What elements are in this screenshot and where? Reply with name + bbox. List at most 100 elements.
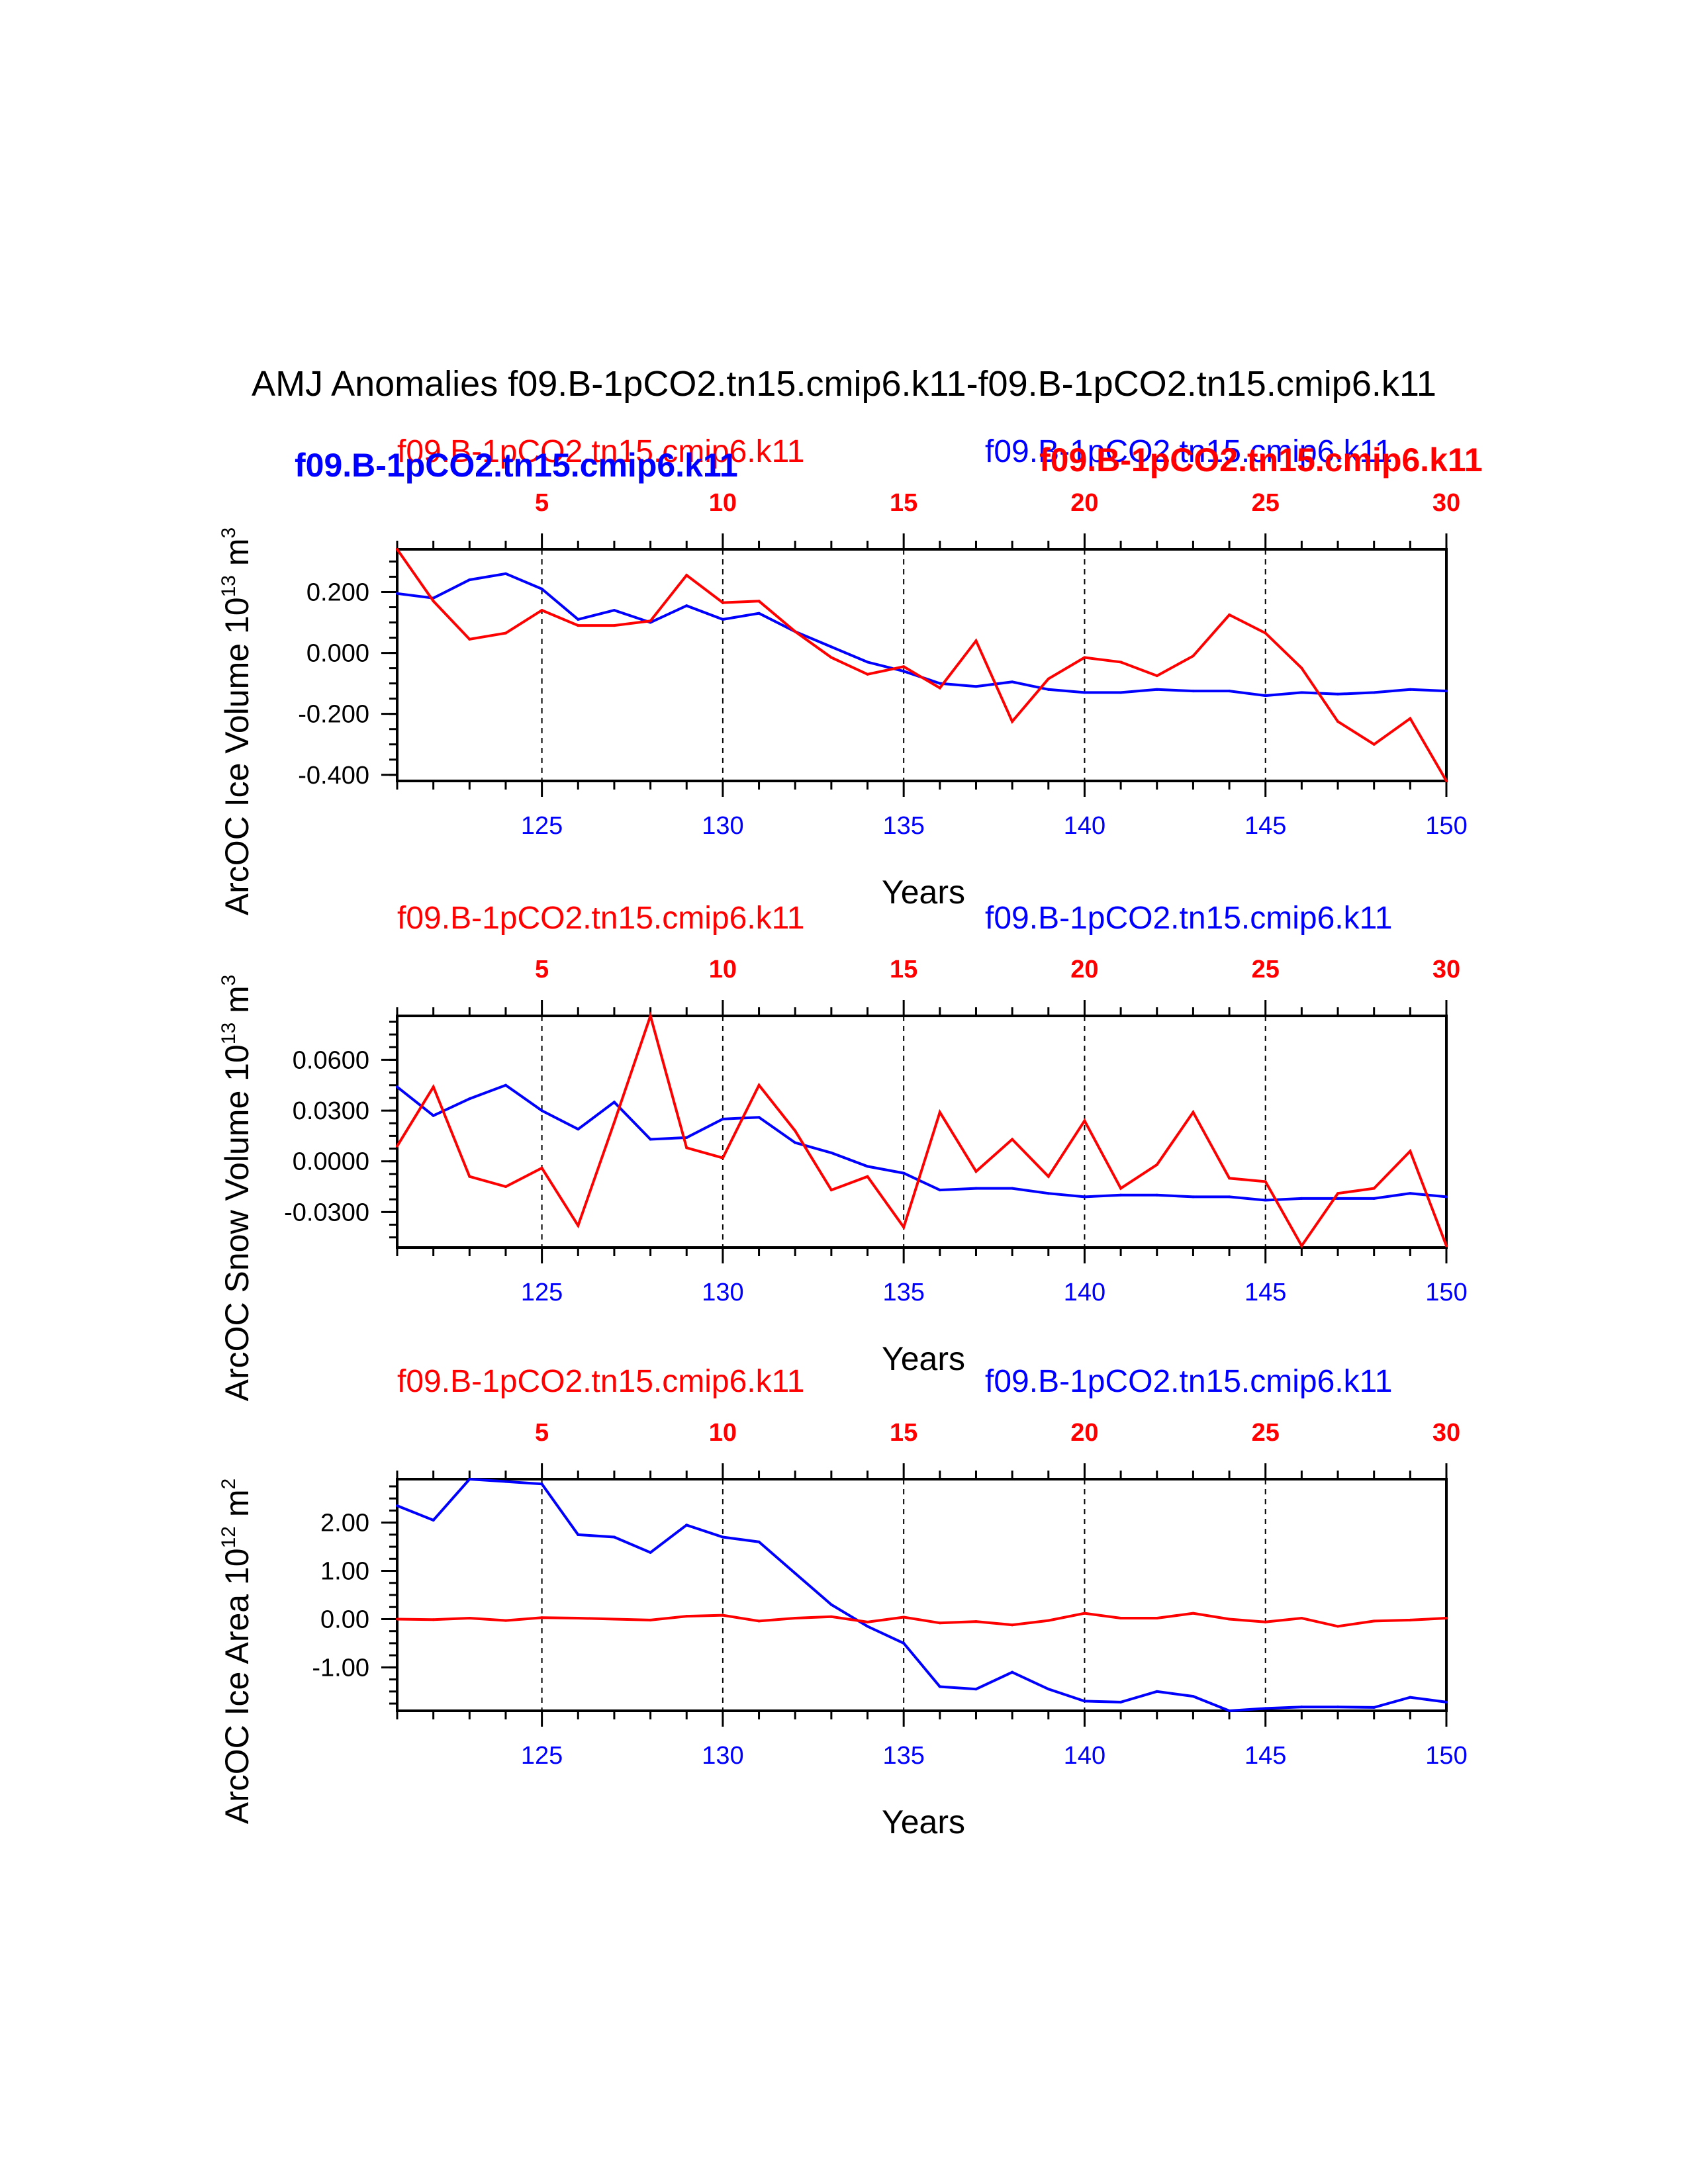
data-point [974,1170,978,1173]
x-tick-label-bottom: 150 [1425,812,1467,840]
data-point [1372,1197,1376,1200]
data-point [1372,1187,1376,1190]
data-point [612,1120,616,1124]
data-point [829,1603,833,1606]
data-point [612,609,616,612]
data-point [468,1097,471,1101]
data-point [1047,1688,1050,1691]
data-point [902,1171,906,1175]
data-point [432,600,435,603]
series-line-blue [396,1083,1447,1202]
data-point [721,1117,724,1120]
data-point [757,1619,761,1623]
data-point [1155,1617,1158,1619]
data-point [1300,1197,1303,1200]
data-point [612,624,616,627]
data-point [1264,1620,1267,1623]
plot-frame [396,548,1448,782]
data-point [938,682,941,685]
data-point [902,670,906,673]
data-point [468,1175,471,1178]
data-point [1011,680,1014,684]
chart-panel-3: 125 5 130 10 135 15 140 20 145 25 150 30 2.00 1.00 0.0… [218,1364,1468,1841]
data-point [1228,690,1231,693]
data-point [721,617,724,621]
x-tick-label-bottom: 135 [882,1279,924,1306]
data-point [1336,692,1340,696]
data-point [396,548,399,551]
x-tick-label-bottom: 140 [1064,1742,1105,1770]
data-point [902,1615,906,1619]
data-point [794,1141,797,1144]
data-point [396,1504,399,1508]
series-line-red [396,1011,1448,1249]
x-tick-label-top: 5 [535,489,549,517]
data-point [1083,1700,1086,1703]
data-point [1445,1700,1448,1704]
data-point [1264,694,1267,698]
data-point [1336,1706,1340,1709]
data-point [1047,1175,1050,1178]
x-tick-label-top: 5 [535,1419,549,1447]
data-point [1155,688,1158,691]
data-point [1047,677,1050,680]
data-point [829,656,833,659]
x-tick-label-top: 20 [1070,489,1098,517]
data-point [1372,691,1376,694]
y-tick-label: -0.400 [298,762,369,790]
y-tick-label: -0.0300 [284,1199,369,1226]
bold-legend-red: f09.B-1pCO2.tn15.cmip6.k11 [1039,441,1483,478]
x-tick-label-top: 30 [1432,956,1460,983]
data-point [902,665,906,668]
data-point [1155,1163,1158,1166]
data-point [1336,1625,1340,1628]
data-point [1300,1706,1303,1709]
data-point [396,592,399,595]
data-point [577,1224,580,1227]
x-tick-label-top: 10 [709,1419,737,1447]
x-tick-label-bottom: 130 [702,812,743,840]
y-tick-label: -0.200 [298,701,369,729]
data-point [1011,1138,1014,1141]
data-point [432,1114,435,1117]
data-point [1264,1180,1267,1183]
x-tick-label-bottom: 150 [1425,1279,1467,1306]
y-tick-label: 0.0600 [293,1046,369,1074]
x-tick-label-top: 25 [1252,956,1280,983]
data-point [504,1185,507,1189]
data-point [1445,690,1448,693]
x-axis-title: Years [882,874,965,911]
data-point [1228,1195,1231,1199]
data-point [1083,691,1086,694]
x-tick-label-bottom: 145 [1244,1742,1286,1770]
data-point [396,1085,399,1089]
y-tick-label: -1.00 [312,1654,369,1682]
data-point [1372,743,1376,746]
x-tick-label-bottom: 130 [702,1279,743,1306]
top-label-red: f09.B-1pCO2.tn15.cmip6.k11 [397,434,804,469]
data-point [504,572,507,575]
data-point [468,1478,471,1480]
data-point [1083,1612,1086,1615]
x-tick-label-top: 20 [1070,956,1098,983]
x-tick-label-bottom: 145 [1244,812,1286,840]
data-point [577,1533,580,1536]
x-tick-label-bottom: 125 [521,1742,563,1770]
data-point [1300,666,1303,670]
data-point [974,685,978,688]
data-point [1192,655,1195,658]
data-point [1409,1150,1412,1153]
data-point [974,1187,978,1190]
data-point [540,1482,543,1486]
data-point [794,1617,797,1619]
x-tick-label-bottom: 135 [882,812,924,840]
data-point [1011,1670,1014,1674]
data-point [1264,631,1267,635]
y-axis-title: ArcOC Ice Area 1012 m2 [218,1479,256,1824]
data-point [685,574,688,577]
data-point [757,1540,761,1543]
data-point [721,1156,724,1160]
data-point [577,1617,580,1619]
data-point [757,1083,761,1087]
data-point [866,1175,869,1178]
